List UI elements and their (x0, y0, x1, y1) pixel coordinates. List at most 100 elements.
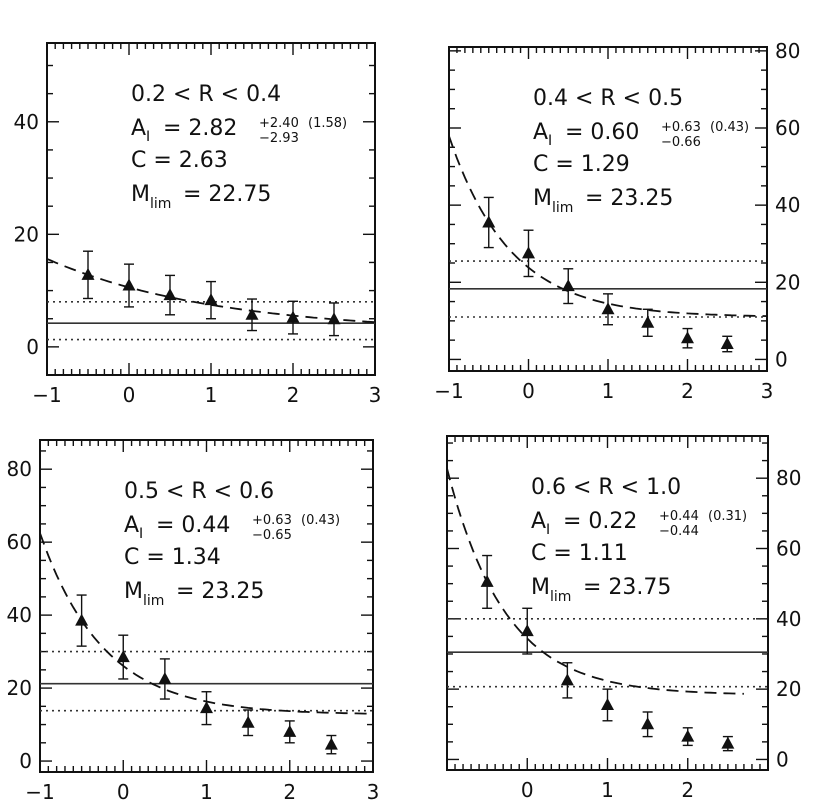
y-tick-label: 40 (7, 603, 32, 627)
x-tick-label: 2 (681, 379, 694, 403)
a-error-extra: (0.31) (708, 509, 747, 524)
y-tick-label: 80 (7, 457, 32, 481)
a-value: = 0.60 (565, 120, 639, 145)
a-value: = 0.22 (563, 509, 637, 534)
a-label: A (124, 513, 139, 538)
m-value: = 23.75 (583, 575, 671, 600)
triangle-marker (283, 724, 297, 737)
m-label: M (533, 186, 552, 211)
a-value: = 0.44 (156, 513, 230, 538)
y-tick-label: 80 (775, 39, 800, 63)
x-tick-label: 1 (602, 379, 615, 403)
triangle-marker (81, 267, 95, 280)
a-error-plus: +2.40 (259, 116, 299, 131)
a-error-extra: (0.43) (301, 513, 340, 528)
triangle-marker (324, 737, 338, 750)
c-label: C = 1.11 (531, 541, 628, 566)
y-tick-label: 40 (776, 607, 801, 631)
y-tick-label: 60 (776, 537, 801, 561)
triangle-marker (327, 312, 341, 325)
data-point (241, 709, 255, 737)
annotation: 0.2 < R < 0.4 A I = 2.82 +2.40−2.93 (1.58) C =… (131, 82, 347, 212)
triangle-marker (560, 673, 574, 686)
data-point (561, 268, 575, 305)
triangle-marker (158, 671, 172, 684)
a-subscript: I (546, 522, 550, 538)
data-point (641, 308, 655, 337)
range-label: 0.2 < R < 0.4 (131, 82, 281, 107)
x-tick-label: 3 (761, 379, 774, 403)
a-error-minus: −2.93 (259, 131, 299, 146)
data-point (720, 335, 734, 353)
y-tick-label: 0 (19, 749, 32, 773)
triangle-marker (75, 613, 89, 626)
a-subscript: I (548, 133, 552, 149)
data-point (204, 280, 218, 320)
data-point (324, 734, 338, 755)
annotation: 0.5 < R < 0.6 A I = 0.44 +0.63−0.65 (0.43) C =… (124, 479, 340, 609)
m-value: = 22.75 (183, 182, 271, 207)
a-error-plus: +0.63 (661, 120, 701, 135)
triangle-marker (241, 715, 255, 728)
triangle-marker (286, 310, 300, 323)
data-point (681, 327, 694, 349)
a-error-plus: +0.44 (659, 509, 699, 524)
x-tick-label: −1 (434, 379, 463, 403)
c-label: C = 2.63 (131, 148, 228, 173)
a-label: A (131, 116, 146, 141)
panel-1: −1 0 1 2 3 0 20 40 0.2 < R < 0.4 A I = 2.82 +2.40−2.… (14, 42, 381, 407)
triangle-marker (122, 278, 136, 291)
data-point (681, 727, 695, 747)
data-point (560, 662, 574, 699)
a-error-minus: −0.44 (659, 524, 699, 539)
m-subscript: lim (143, 593, 164, 609)
data-point (482, 196, 496, 249)
data-point (641, 711, 655, 738)
data-point (122, 263, 136, 308)
y-tick-label: 20 (14, 222, 39, 246)
data-point (75, 594, 89, 647)
y-tick-label: 40 (14, 110, 39, 134)
triangle-marker (681, 331, 694, 344)
x-tick-label: 1 (205, 383, 218, 407)
a-label: A (531, 509, 546, 534)
x-tick-label: 1 (601, 778, 614, 802)
fit-curve (46, 258, 376, 324)
y-tick-label: 20 (775, 270, 800, 294)
y-tick-label: 20 (7, 676, 32, 700)
a-value: = 2.82 (163, 116, 237, 141)
annotation: 0.6 < R < 1.0 A I = 0.22 +0.44−0.44 (0.31) C =… (531, 475, 747, 605)
x-tick-label: 0 (522, 379, 535, 403)
data-point (480, 554, 494, 609)
fit-curve (446, 468, 744, 695)
x-tick-label: 0 (117, 780, 130, 804)
m-subscript: lim (552, 200, 573, 216)
triangle-marker (721, 736, 735, 749)
annotation: 0.4 < R < 0.5 A I = 0.60 +0.63−0.66 (0.43) C =… (533, 86, 749, 216)
x-tick-label: −1 (32, 383, 61, 407)
x-tick-label: 2 (283, 780, 296, 804)
m-label: M (124, 579, 143, 604)
triangle-marker (163, 288, 177, 301)
range-label: 0.4 < R < 0.5 (533, 86, 683, 111)
y-tick-label: 80 (776, 466, 801, 490)
data-point (601, 688, 614, 722)
data-point (200, 691, 213, 726)
x-tick-label: 2 (681, 778, 694, 802)
data-point (286, 300, 300, 335)
data-point (81, 250, 95, 300)
y-tick-label: 60 (7, 530, 32, 554)
x-tick-label: 3 (367, 780, 380, 804)
m-subscript: lim (150, 196, 171, 212)
data-point (116, 634, 130, 680)
x-tick-label: 2 (287, 383, 300, 407)
triangle-marker (482, 215, 496, 228)
c-label: C = 1.34 (124, 545, 221, 570)
a-subscript: I (139, 526, 143, 542)
triangle-marker (641, 717, 655, 730)
triangle-marker (480, 574, 494, 587)
m-label: M (531, 575, 550, 600)
